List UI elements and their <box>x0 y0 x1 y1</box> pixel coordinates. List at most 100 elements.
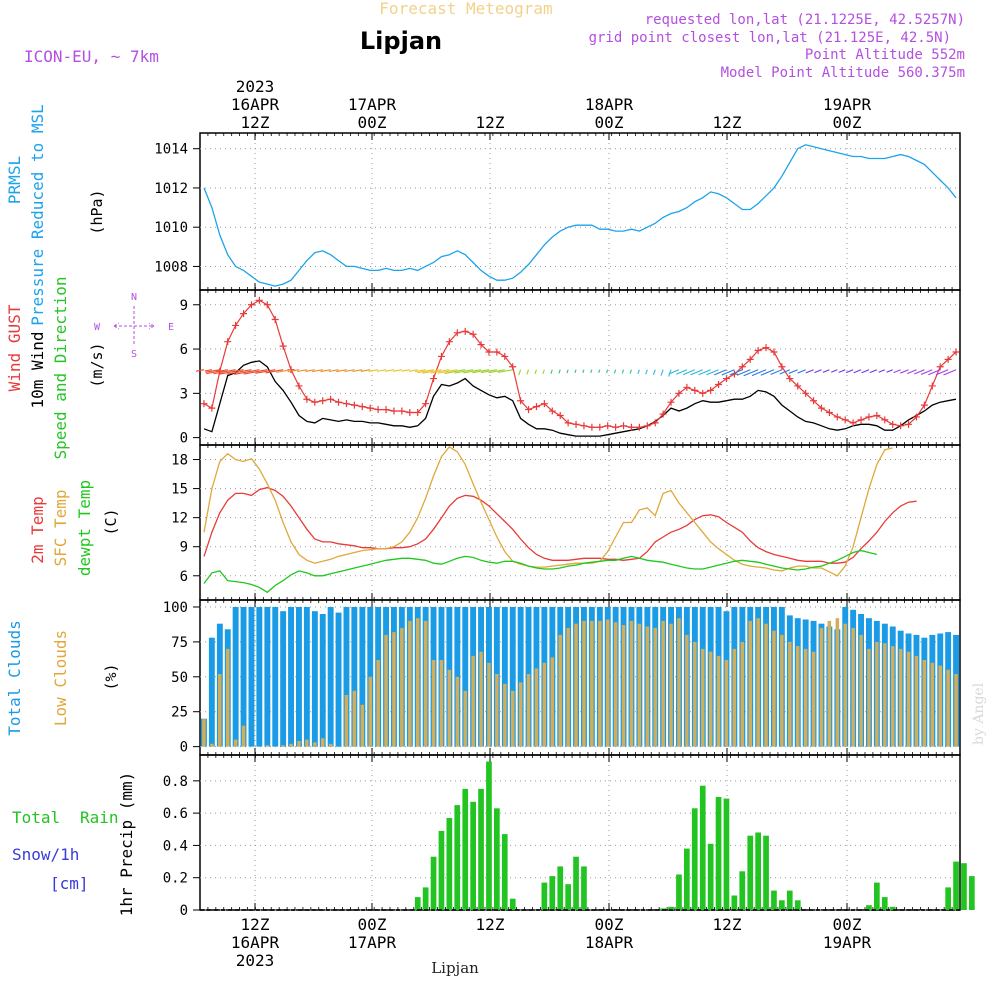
gust-marker <box>715 380 723 388</box>
low-cloud-bar <box>629 620 634 747</box>
rain-bar <box>414 897 421 910</box>
gust-marker <box>675 389 683 397</box>
low-cloud-bar <box>471 655 475 747</box>
low-cloud-bar <box>613 622 618 747</box>
wind-arrow <box>814 369 822 374</box>
low-cloud-bar <box>669 623 673 747</box>
total-cloud-bar <box>343 607 350 747</box>
low-cloud-bar <box>843 623 847 747</box>
wind-arrow <box>729 369 743 376</box>
top-axis-date: 18APR <box>585 95 634 114</box>
wind-arrow <box>344 369 355 373</box>
low-cloud-bar <box>265 745 270 747</box>
top-axis-hour: 00Z <box>358 113 387 132</box>
wind-arrow <box>878 369 886 373</box>
low-cloud-bar <box>724 660 729 747</box>
wind-arrow <box>788 369 798 374</box>
wind-arrow <box>534 369 537 375</box>
gust-marker <box>319 397 327 405</box>
wind-arrow <box>566 369 569 374</box>
gust-marker <box>556 411 564 419</box>
low-cloud-bar <box>875 641 879 747</box>
gust-marker <box>722 375 730 383</box>
rain-bar <box>422 887 429 910</box>
rain-bar <box>945 887 951 910</box>
gust-marker <box>311 398 319 406</box>
wind-arrow <box>542 369 545 375</box>
low-cloud-bar <box>558 634 562 747</box>
wind-arrow <box>574 369 577 374</box>
rain-bar <box>462 788 469 910</box>
watermark: by Angel <box>971 682 987 745</box>
rain-bar <box>953 861 959 910</box>
gust-marker <box>620 422 628 430</box>
wind-arrow <box>550 369 553 374</box>
low-cloud-bar <box>756 618 760 747</box>
low-cloud-bar <box>582 620 586 747</box>
gust-line <box>203 299 957 428</box>
gust-marker <box>667 398 675 406</box>
wind-arrow <box>660 369 664 376</box>
wind-arrow <box>838 369 846 373</box>
y-tick-label: 18 <box>171 453 188 469</box>
precip-rain-label: Rain <box>80 808 119 827</box>
wind-arrow <box>928 369 941 376</box>
low-cloud-bar <box>479 651 483 747</box>
low-cloud-bar <box>954 674 958 747</box>
bottom-axis-hour: 12Z <box>713 915 742 934</box>
requested-coords: requested lon,lat (21.1225E, 42.5257N) <box>645 12 965 28</box>
low-cloud-bar <box>423 620 428 747</box>
wind-line <box>203 360 957 437</box>
wind-arrow <box>360 369 371 372</box>
rain-bar <box>889 906 896 910</box>
low-cloud-bar <box>574 623 578 747</box>
gust-marker <box>754 347 762 355</box>
low-cloud-bar <box>550 657 555 747</box>
top-axis-date: 17APR <box>348 95 397 114</box>
low-cloud-bar <box>653 627 657 747</box>
gridpoint-coords: grid point closest lon,lat (21.125E, 42.… <box>589 30 951 46</box>
y-tick-label: 12 <box>171 511 188 527</box>
rain-bar <box>881 897 888 910</box>
low-cloud-bar <box>297 741 301 747</box>
panel-precip: 0 0.2 0.4 0.6 0.8 <box>163 754 975 919</box>
wind-arrow <box>805 369 814 374</box>
panel-temperature: 6 9 12 15 18 <box>171 444 961 601</box>
low-cloud-bar <box>716 655 721 747</box>
gust-marker <box>944 355 952 363</box>
wind-arrow <box>675 369 688 375</box>
low-cloud-bar <box>835 618 840 747</box>
gust-marker <box>699 389 707 397</box>
wind-arrow <box>845 369 854 374</box>
gust-marker <box>532 403 540 411</box>
gust-marker <box>564 419 572 427</box>
footer-location: Lipjan <box>431 959 479 977</box>
low-cloud-bar <box>819 627 824 747</box>
gust-marker <box>453 329 461 337</box>
wind-arrow <box>822 369 830 373</box>
low-cloud-bar <box>938 665 942 747</box>
low-cloud-bar <box>384 634 388 747</box>
wind-arrow <box>352 369 363 373</box>
wind-arrow <box>526 369 530 375</box>
temp-line-1 <box>203 486 917 564</box>
wind-arrow <box>698 369 711 376</box>
wind-10m-label: 10m Wind <box>28 331 47 408</box>
wind-arrow <box>886 369 893 373</box>
gust-marker <box>279 342 287 350</box>
top-axis-date: 16APR <box>231 95 280 114</box>
wind-arrow <box>243 369 268 375</box>
wind-arrow <box>213 369 236 375</box>
low-cloud-bar <box>740 641 745 747</box>
low-cloud-bar <box>732 648 737 747</box>
low-cloud-bar <box>368 676 372 747</box>
gust-marker <box>746 355 754 363</box>
low-cloud-bar <box>321 738 325 747</box>
rain-bar <box>438 830 445 910</box>
low-cloud-bar <box>914 655 919 747</box>
wind-arrow <box>206 369 228 375</box>
low-cloud-bar <box>827 620 832 747</box>
gust-marker <box>208 404 216 412</box>
wind-arrow <box>736 369 751 376</box>
panels: 1008 1010 1012 1014 PRMSL Pressure Reduced to… <box>5 104 975 919</box>
